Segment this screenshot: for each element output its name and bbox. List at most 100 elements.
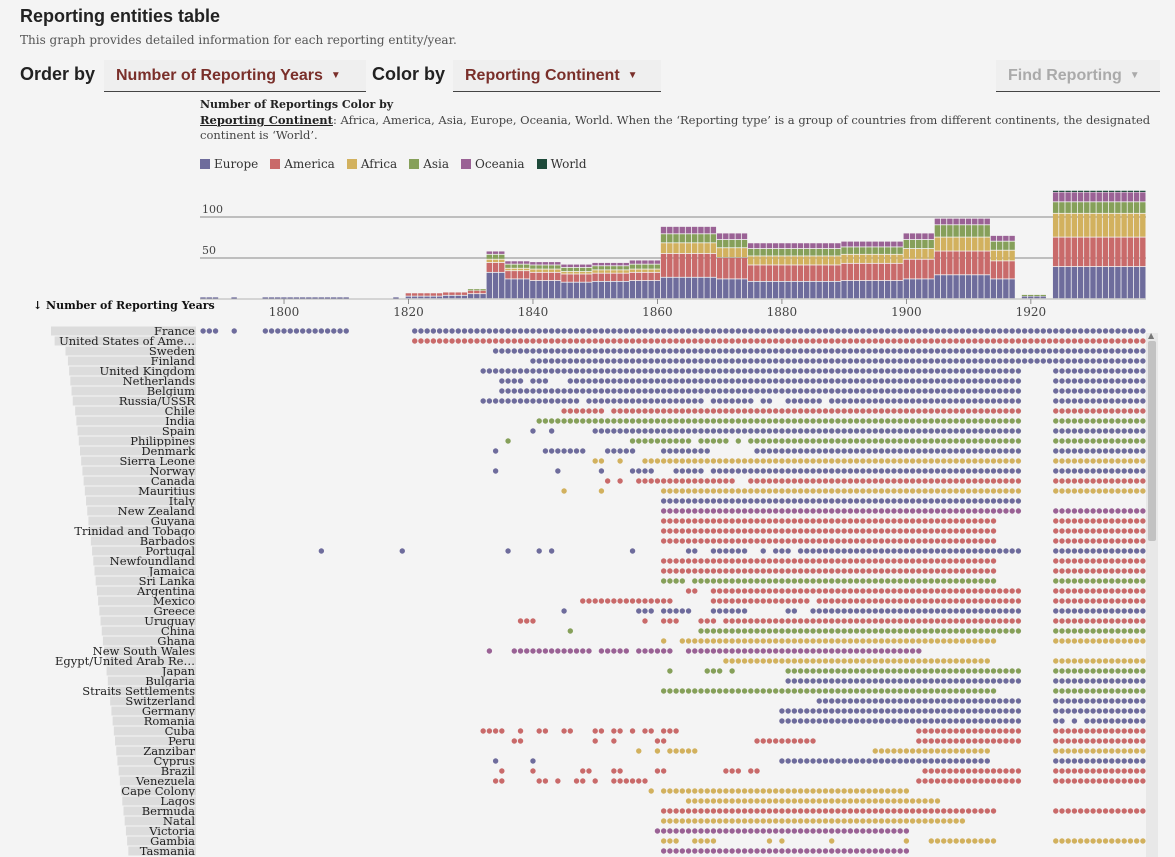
row-dot — [990, 598, 997, 604]
row-count-bar — [99, 606, 196, 616]
bar-segment — [772, 243, 779, 249]
scrollbar-thumb[interactable] — [1148, 341, 1156, 541]
row-dot — [779, 518, 785, 524]
bar-segment — [536, 272, 542, 281]
row-dot — [1065, 518, 1071, 524]
bar-segment — [897, 280, 903, 299]
row-dot — [1133, 598, 1140, 604]
row-dot — [685, 788, 692, 794]
row-dot — [853, 588, 860, 594]
row-dot — [1127, 688, 1134, 694]
row-label: Newfoundland — [110, 554, 196, 568]
row-dot — [965, 568, 972, 574]
row-dot — [760, 488, 766, 494]
row-dot — [586, 378, 592, 384]
row-dot — [1127, 478, 1134, 484]
row-dot — [1133, 558, 1140, 564]
bar-segment — [499, 254, 505, 259]
bar-segment — [978, 275, 984, 299]
row-dot — [716, 648, 723, 654]
row-dot — [853, 458, 860, 464]
row-dot — [997, 398, 1003, 404]
bar-segment — [555, 272, 561, 281]
scroll-up-icon[interactable]: ▲ — [1148, 331, 1155, 340]
find-reporting-dropdown[interactable]: Find Reporting ▼ — [996, 60, 1160, 92]
row-dot — [841, 398, 847, 404]
row-dot — [797, 478, 804, 484]
row-dot — [772, 478, 779, 484]
row-dot — [710, 398, 717, 404]
row-dot — [685, 528, 692, 534]
row-dot — [704, 688, 710, 694]
row-dot — [598, 728, 605, 734]
row-dot — [804, 498, 810, 504]
row-dot — [965, 398, 972, 404]
row-dot — [984, 598, 990, 604]
row-dot — [629, 388, 636, 394]
row-dot — [1009, 498, 1015, 504]
row-dot — [1102, 568, 1109, 574]
row-dot — [716, 538, 723, 544]
row-dot — [1102, 618, 1109, 624]
row-dot — [872, 528, 878, 534]
row-dot — [1121, 778, 1127, 784]
row-dot — [847, 588, 854, 594]
row-dot — [492, 328, 499, 334]
row-dot — [598, 418, 605, 424]
row-dot — [1077, 738, 1084, 744]
row-dot — [1071, 838, 1078, 844]
row-dot — [866, 818, 872, 824]
row-dot — [903, 518, 910, 524]
row-dot — [860, 588, 866, 594]
bar-segment — [735, 239, 741, 248]
row-dot — [1015, 398, 1022, 404]
row-dot — [928, 728, 934, 734]
row-dot — [903, 618, 910, 624]
order-by-dropdown[interactable]: Number of Reporting Years ▼ — [104, 60, 366, 92]
bar-segment — [747, 256, 754, 265]
row-dot — [766, 558, 773, 564]
row-dot — [231, 328, 237, 334]
row-dot — [1077, 568, 1084, 574]
row-dot — [716, 498, 723, 504]
row-dot — [928, 768, 934, 774]
row-dot — [611, 728, 617, 734]
row-dot — [716, 798, 723, 804]
row-dot — [853, 578, 860, 584]
row-dot — [1140, 738, 1146, 744]
row-dot — [822, 498, 829, 504]
bar-segment — [947, 225, 953, 237]
row-dot — [679, 468, 686, 474]
row-dot — [941, 348, 947, 354]
bar-segment — [542, 272, 549, 281]
row-dot — [636, 468, 642, 474]
row-dot — [1140, 488, 1146, 494]
row-dot — [829, 718, 835, 724]
row-dot — [1102, 598, 1109, 604]
row-dot — [953, 488, 959, 494]
row-dot — [860, 478, 866, 484]
table-scrollbar[interactable]: ▲ — [1146, 331, 1158, 857]
bar-segment — [691, 253, 698, 277]
row-dot — [748, 688, 754, 694]
row-dot — [1059, 768, 1065, 774]
row-count-bar — [71, 386, 196, 396]
bar-segment — [816, 243, 822, 249]
row-dot — [754, 648, 760, 654]
order-axis-label[interactable]: ↓ Number of Reporting Years — [33, 299, 215, 312]
row-dot — [841, 828, 847, 834]
row-dot — [841, 538, 847, 544]
bar-segment — [972, 275, 978, 299]
row-dot — [1115, 628, 1121, 634]
bar-segment — [810, 248, 816, 256]
row-dot — [741, 428, 748, 434]
row-dot — [486, 728, 493, 734]
bar-segment — [760, 265, 766, 281]
row-label: Brazil — [161, 764, 196, 778]
bar-segment — [573, 271, 580, 274]
color-key-link[interactable]: Reporting Continent — [200, 113, 333, 127]
color-by-dropdown[interactable]: Reporting Continent ▼ — [453, 60, 661, 92]
row-dot — [1115, 738, 1121, 744]
row-dot — [965, 578, 972, 584]
row-dot — [1102, 588, 1109, 594]
